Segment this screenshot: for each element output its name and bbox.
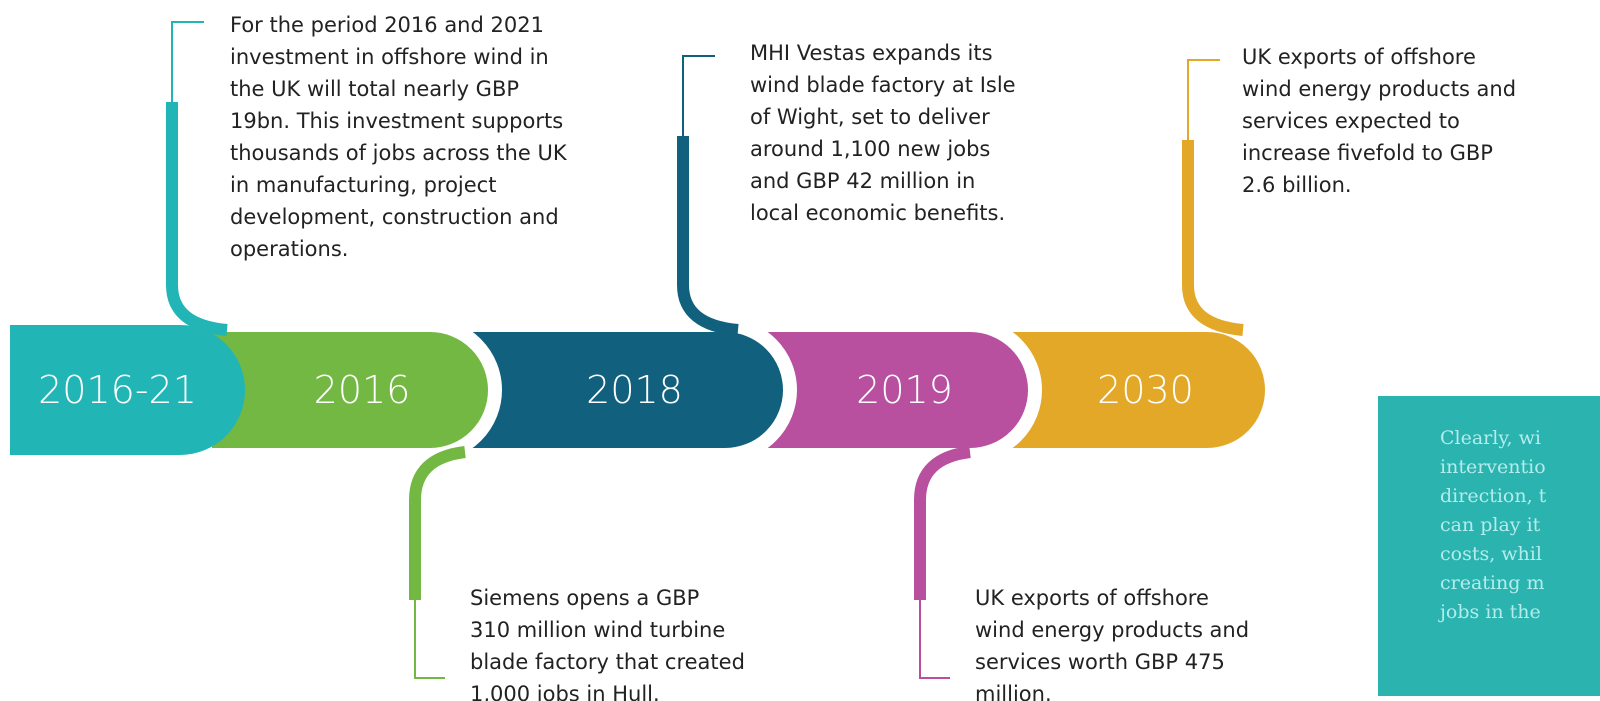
- event-text: UK exports of offshore: [975, 586, 1209, 610]
- event-text: around 1,100 new jobs: [750, 137, 990, 161]
- event-text: the UK will total nearly GBP: [230, 77, 519, 101]
- event-text: UK exports of offshore: [1242, 45, 1476, 69]
- side-text: creating m: [1440, 572, 1544, 594]
- year-label: 2019: [856, 368, 953, 412]
- side-text: can play it: [1440, 514, 1541, 536]
- event-text: thousands of jobs across the UK: [230, 141, 568, 165]
- connector: [409, 446, 466, 600]
- connector-hook: [171, 21, 204, 102]
- year-label: 2016-21: [38, 368, 197, 412]
- event-text: of Wight, set to deliver: [750, 105, 990, 129]
- event-text: For the period 2016 and 2021: [230, 13, 544, 37]
- event-text: 2.6 billion.: [1242, 173, 1352, 197]
- connector-hook: [1187, 59, 1220, 140]
- side-text: direction, t: [1440, 485, 1547, 507]
- connector: [914, 446, 971, 600]
- event-text: services worth GBP 475: [975, 650, 1225, 674]
- year-label: 2030: [1097, 368, 1194, 412]
- event-text: blade factory that created: [470, 650, 745, 674]
- event-text: local economic benefits.: [750, 201, 1005, 225]
- timeline-segment: [10, 325, 245, 455]
- event-text: in manufacturing, project: [230, 173, 496, 197]
- event-text: investment in offshore wind in: [230, 45, 549, 69]
- connector-hook: [414, 600, 445, 679]
- event-text: MHI Vestas expands its: [750, 41, 993, 65]
- side-text: interventio: [1440, 456, 1546, 478]
- side-box: [1378, 396, 1600, 696]
- event-text: wind blade factory at Isle: [750, 73, 1016, 97]
- event-text: wind energy products and: [975, 618, 1249, 642]
- side-text: Clearly, wi: [1440, 427, 1541, 449]
- connector-hook: [682, 55, 715, 136]
- year-label: 2018: [586, 368, 683, 412]
- event-text: wind energy products and: [1242, 77, 1516, 101]
- event-text: Siemens opens a GBP: [470, 586, 699, 610]
- event-text: development, construction and: [230, 205, 559, 229]
- event-text: services expected to: [1242, 109, 1460, 133]
- event-text: increase fivefold to GBP: [1242, 141, 1493, 165]
- connector: [1182, 140, 1244, 336]
- event-text: 1,000 jobs in Hull.: [470, 682, 660, 701]
- event-text: 19bn. This investment supports: [230, 109, 563, 133]
- year-label: 2016: [314, 368, 411, 412]
- event-text: operations.: [230, 237, 348, 261]
- event-text: 310 million wind turbine: [470, 618, 725, 642]
- timeline-segment: [448, 318, 797, 462]
- side-text: costs, whil: [1440, 543, 1542, 565]
- timeline-segment: [743, 318, 1042, 462]
- side-text: jobs in the: [1438, 601, 1541, 623]
- connector: [166, 102, 228, 336]
- event-text: and GBP 42 million in: [750, 169, 975, 193]
- event-text: million.: [975, 682, 1052, 701]
- connector-hook: [919, 600, 950, 679]
- connector: [677, 136, 739, 336]
